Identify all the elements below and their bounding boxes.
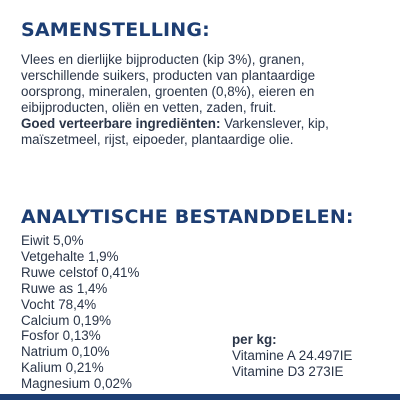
- analytical-item: Eiwit 5,0%: [21, 233, 84, 248]
- per-kg-block: per kg: Vitamine A 24.497IE Vitamine D3 …: [232, 332, 352, 380]
- composition-line: Vlees en dierlijke bijproducten (kip 3%)…: [21, 52, 305, 67]
- digestible-line: Goed verteerbare ingrediënten: Varkensle…: [21, 116, 391, 132]
- analytical-item: Ruwe celstof 0,41%: [21, 264, 140, 280]
- digestible-label: Goed verteerbare ingrediënten:: [21, 116, 221, 131]
- analytical-item: Fosfor 0,13%: [21, 328, 101, 344]
- analytical-item: Kalium 0,21%: [21, 360, 104, 376]
- composition-text: Vlees en dierlijke bijproducten (kip 3%)…: [21, 52, 391, 148]
- vitamin-item: Vitamine A 24.497IE: [232, 347, 353, 363]
- composition-line: verschillende suikers, producten van pla…: [21, 68, 316, 83]
- composition-heading: SAMENSTELLING:: [21, 19, 210, 41]
- per-kg-list: Vitamine A 24.497IE Vitamine D3 273IE: [232, 348, 352, 380]
- composition-line: eibijproducten, oliën en vetten, zaden, …: [21, 100, 277, 115]
- bottom-accent-bar: [0, 394, 400, 400]
- analytical-item: Ruwe as 1,4%: [21, 280, 108, 296]
- per-kg-title: per kg:: [232, 332, 277, 347]
- analytical-list: Eiwit 5,0% Vetgehalte 1,9% Ruwe celstof …: [21, 233, 139, 392]
- analytical-item: Magnesium 0,02%: [21, 376, 132, 392]
- analytical-item: Vetgehalte 1,9%: [21, 248, 119, 264]
- analytical-item: Natrium 0,10%: [21, 344, 110, 360]
- composition-line: oorsprong, mineralen, groenten (0,8%), e…: [21, 84, 315, 99]
- digestible-text: Varkenslever, kip,: [220, 116, 329, 131]
- analytical-heading: ANALYTISCHE BESTANDDELEN:: [21, 206, 354, 228]
- vitamin-item: Vitamine D3 273IE: [232, 363, 344, 379]
- analytical-item: Vocht 78,4%: [21, 296, 97, 312]
- digestible-text-continued: maïszetmeel, rijst, eipoeder, plantaardi…: [21, 132, 294, 147]
- analytical-item: Calcium 0,19%: [21, 312, 112, 328]
